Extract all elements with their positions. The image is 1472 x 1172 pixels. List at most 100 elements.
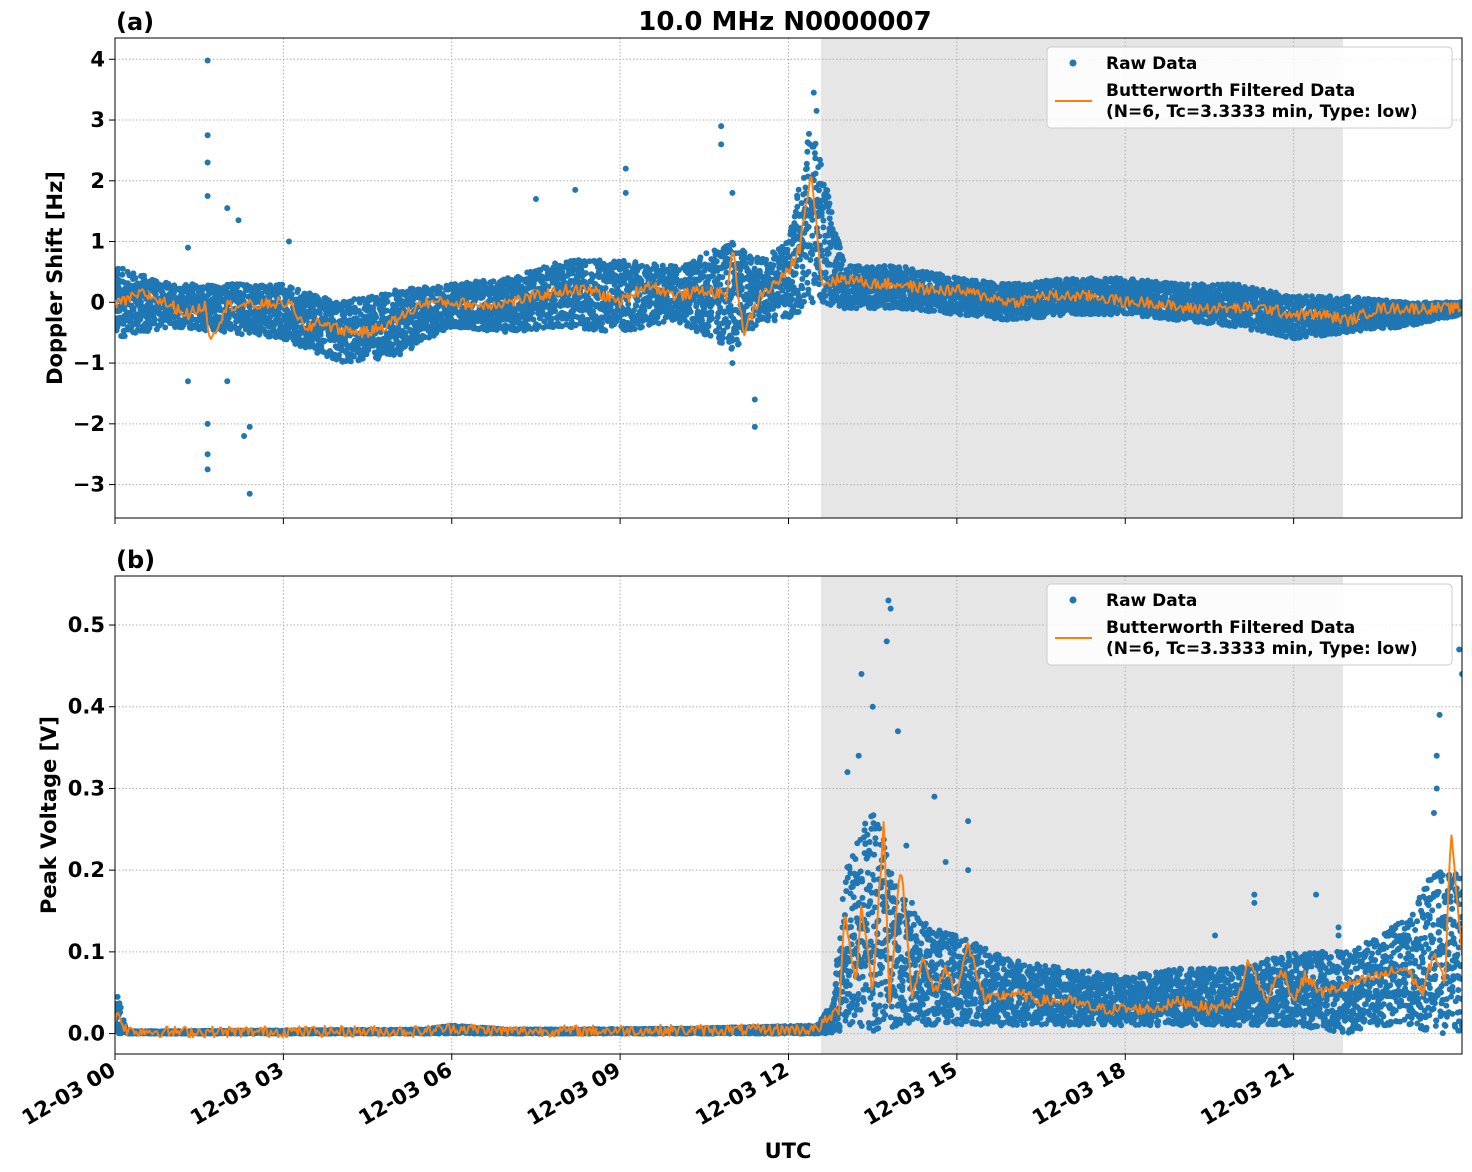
panel-b-label: (b) xyxy=(116,546,155,574)
raw-data-point xyxy=(697,254,704,261)
raw-data-point xyxy=(638,323,645,330)
raw-data-point xyxy=(809,232,816,239)
raw-data-point xyxy=(548,315,555,322)
raw-data-point xyxy=(551,297,558,303)
raw-data-point xyxy=(741,249,748,256)
raw-data-point xyxy=(132,275,139,281)
raw-data-point xyxy=(719,274,726,281)
raw-data-point xyxy=(818,209,825,216)
raw-data-point xyxy=(784,246,791,253)
raw-data-point xyxy=(602,327,609,334)
raw-data-point xyxy=(807,257,814,263)
raw-data-point xyxy=(789,296,796,303)
raw-data-point xyxy=(804,148,811,155)
raw-data-point xyxy=(705,323,712,330)
raw-data-point xyxy=(634,297,641,304)
raw-data-point xyxy=(735,340,742,347)
raw-data-point xyxy=(146,324,153,331)
raw-data-point xyxy=(820,224,827,231)
raw-data-point xyxy=(812,140,819,147)
raw-data-point xyxy=(223,289,230,296)
raw-data-point xyxy=(708,309,715,316)
raw-data-point xyxy=(315,295,322,302)
raw-data-point xyxy=(687,308,694,315)
raw-data-point xyxy=(641,307,648,314)
raw-data-point xyxy=(386,291,393,298)
raw-data-point xyxy=(770,262,777,269)
raw-data-point xyxy=(384,298,391,305)
panel-a-label: (a) xyxy=(116,8,154,36)
raw-data-point xyxy=(168,308,175,315)
raw-data-point xyxy=(805,224,812,230)
raw-data-point xyxy=(151,316,158,323)
raw-data-point xyxy=(130,305,137,312)
chart-title: 10.0 MHz N0000007 xyxy=(638,7,931,37)
raw-data-point xyxy=(809,216,816,223)
raw-data-point xyxy=(288,285,295,292)
raw-data-point xyxy=(699,317,705,324)
raw-data-point xyxy=(602,285,609,291)
raw-data-point xyxy=(121,333,128,339)
raw-data-point xyxy=(795,308,802,315)
raw-data-point xyxy=(805,286,812,293)
raw-data-point xyxy=(730,241,737,248)
raw-data-point xyxy=(719,335,726,341)
raw-data-point xyxy=(256,331,263,338)
raw-data-point xyxy=(267,333,274,340)
raw-data-point xyxy=(317,331,324,338)
raw-data-point xyxy=(797,256,803,263)
raw-data-point xyxy=(828,209,835,216)
raw-data-point xyxy=(321,337,328,344)
raw-data-point xyxy=(728,345,735,352)
raw-data-point xyxy=(801,298,807,305)
raw-data-point xyxy=(295,286,302,293)
raw-data-point xyxy=(931,307,938,314)
raw-data-point xyxy=(826,215,833,222)
raw-data-point xyxy=(840,257,847,264)
raw-data-point xyxy=(816,187,822,194)
raw-data-point xyxy=(803,160,810,167)
raw-data-point xyxy=(119,265,126,272)
raw-data-point xyxy=(805,268,812,275)
raw-data-point xyxy=(836,244,843,251)
raw-data-point xyxy=(162,324,169,331)
raw-data-point xyxy=(264,289,271,296)
raw-data-point xyxy=(733,329,740,336)
raw-data-point xyxy=(713,258,720,265)
raw-data-point xyxy=(825,250,832,257)
raw-data-point xyxy=(738,284,745,291)
raw-data-point xyxy=(373,314,380,321)
raw-data-point xyxy=(130,270,137,277)
raw-data-point xyxy=(812,170,819,177)
raw-data-point xyxy=(730,290,737,297)
raw-data-point xyxy=(229,281,236,288)
raw-data-point xyxy=(599,320,605,327)
raw-data-point xyxy=(748,256,755,263)
raw-data-point xyxy=(824,187,831,194)
raw-data-point xyxy=(119,271,126,278)
raw-data-point xyxy=(811,150,818,157)
raw-data-point xyxy=(582,270,589,277)
raw-data-point xyxy=(799,263,806,270)
raw-data-point xyxy=(156,304,162,311)
raw-data-point xyxy=(633,302,640,309)
raw-data-point xyxy=(806,130,812,137)
raw-data-point xyxy=(820,181,827,188)
raw-data-point xyxy=(828,220,834,227)
raw-data-point xyxy=(792,270,799,277)
raw-data-point xyxy=(771,317,778,324)
raw-data-point xyxy=(717,281,724,288)
raw-data-point xyxy=(825,193,832,200)
raw-data-point xyxy=(141,276,148,283)
raw-data-point xyxy=(809,299,816,306)
raw-data-point xyxy=(795,186,802,193)
raw-data-point xyxy=(802,184,809,191)
raw-data-point xyxy=(799,285,806,292)
raw-data-point xyxy=(763,256,770,263)
raw-data-point xyxy=(819,247,825,254)
raw-data-point xyxy=(631,326,638,332)
raw-data-point xyxy=(709,315,715,322)
raw-data-point xyxy=(216,307,223,314)
